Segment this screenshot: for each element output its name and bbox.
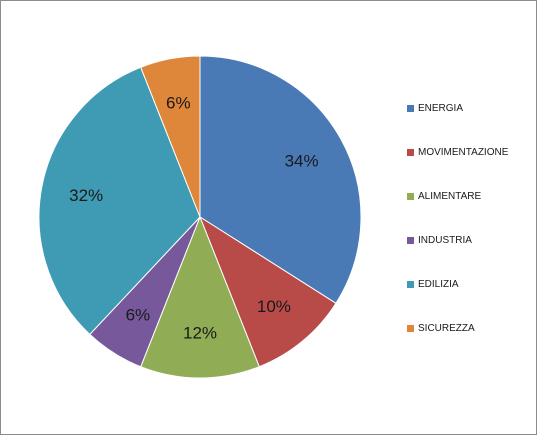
chart-legend: ENERGIA MOVIMENTAZIONE ALIMENTARE INDUST… xyxy=(407,86,532,350)
legend-label: MOVIMENTAZIONE xyxy=(418,146,509,158)
legend-label: ALIMENTARE xyxy=(418,190,482,202)
data-label-alimentare: 12% xyxy=(183,323,217,342)
legend-item-alimentare: ALIMENTARE xyxy=(407,174,532,218)
legend-item-energia: ENERGIA xyxy=(407,86,532,130)
pie-slice-sicurezza xyxy=(140,55,201,218)
legend-label: EDILIZIA xyxy=(418,278,459,290)
data-label-sicurezza: 6% xyxy=(166,94,191,113)
legend-label: INDUSTRIA xyxy=(418,234,472,246)
legend-swatch xyxy=(407,192,414,200)
pie-slice-energia xyxy=(199,55,362,304)
legend-label: SICUREZZA xyxy=(418,322,475,334)
legend-swatch xyxy=(407,280,414,288)
data-label-edilizia: 32% xyxy=(69,186,103,205)
data-label-energia: 34% xyxy=(285,152,319,171)
data-label-industria: 6% xyxy=(126,305,151,324)
pie-slice-edilizia xyxy=(38,66,201,336)
legend-label: ENERGIA xyxy=(418,102,464,114)
legend-swatch xyxy=(407,236,414,244)
legend-item-sicurezza: SICUREZZA xyxy=(407,306,532,350)
data-label-movimentazione: 10% xyxy=(257,297,291,316)
legend-item-movimentazione: MOVIMENTAZIONE xyxy=(407,130,532,174)
legend-swatch xyxy=(407,104,414,112)
pie-slice-movimentazione xyxy=(198,215,337,368)
legend-item-industria: INDUSTRIA xyxy=(407,218,532,262)
legend-item-edilizia: EDILIZIA xyxy=(407,262,532,306)
pie-slice-alimentare xyxy=(140,215,260,379)
legend-swatch xyxy=(407,148,414,156)
legend-swatch xyxy=(407,324,414,332)
